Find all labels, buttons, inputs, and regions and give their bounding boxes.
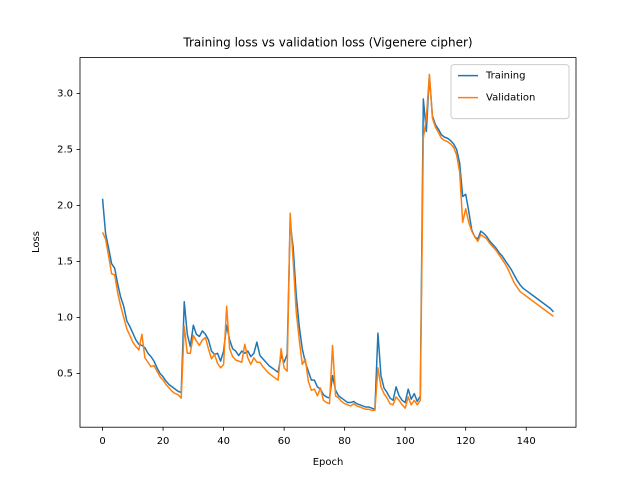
- x-tick-label: 20: [157, 436, 170, 447]
- x-tick-label: 140: [517, 436, 536, 447]
- x-tick-label: 40: [217, 436, 230, 447]
- plot-frame: [79, 57, 577, 428]
- y-tick-label: 0.5: [57, 368, 73, 379]
- y-tick-label: 2.0: [57, 200, 73, 211]
- data-line: [101, 74, 555, 411]
- legend-label: Training: [485, 71, 525, 82]
- chart-title: Training loss vs validation loss (Vigene…: [182, 36, 472, 50]
- x-axis-label: Epoch: [313, 457, 344, 468]
- y-tick-label: 1.5: [57, 256, 73, 267]
- y-tick-label: 3.0: [57, 88, 73, 99]
- y-tick-label: 1.0: [57, 312, 73, 323]
- x-tick-label: 60: [278, 436, 291, 447]
- data-line: [101, 73, 554, 412]
- legend-box: [450, 64, 570, 120]
- y-tick-label: 2.5: [57, 144, 73, 155]
- legend-label: Validation: [486, 93, 535, 104]
- x-tick-label: 80: [338, 436, 351, 447]
- x-tick-label: 0: [99, 436, 105, 447]
- y-axis-label: Loss: [31, 231, 42, 253]
- x-tick-label: 120: [456, 436, 475, 447]
- x-tick-label: 100: [396, 436, 415, 447]
